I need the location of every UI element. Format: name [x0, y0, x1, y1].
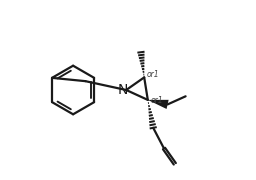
- Text: or1: or1: [151, 96, 164, 105]
- Polygon shape: [148, 100, 169, 109]
- Text: N: N: [118, 83, 128, 97]
- Text: or1: or1: [146, 70, 159, 79]
